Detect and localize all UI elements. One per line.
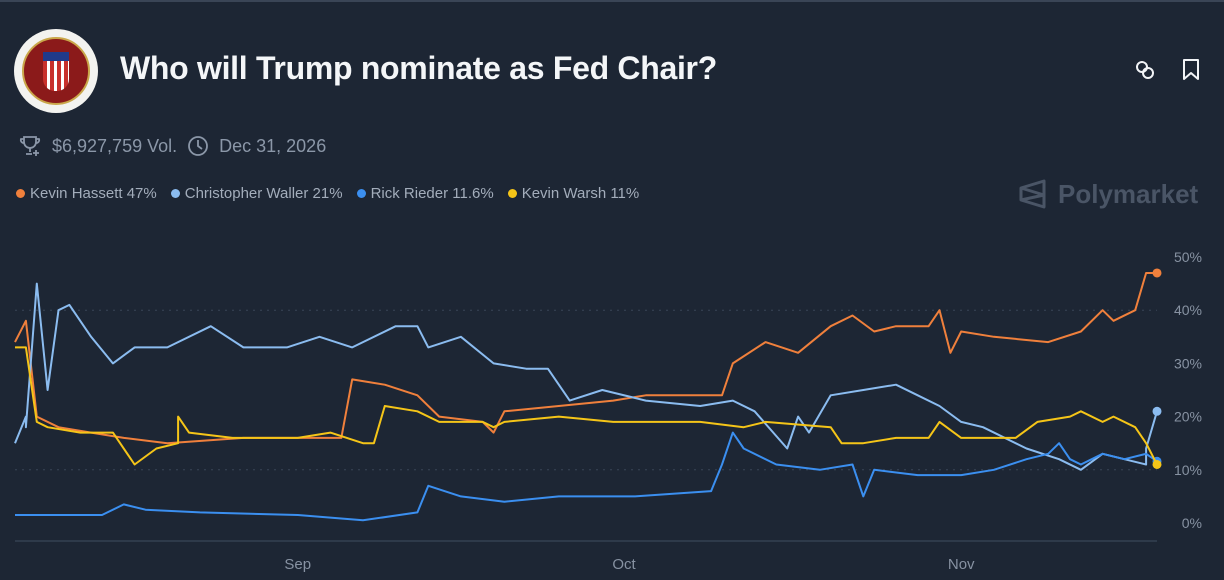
polymarket-watermark: Polymarket: [1018, 178, 1198, 210]
volume: $6,927,759 Vol.: [52, 135, 178, 156]
series-line-christopher-waller: [14, 282, 1158, 471]
series-line-rick-rieder: [15, 431, 1158, 522]
seal-shield: [43, 51, 69, 91]
legend-dot: [170, 189, 180, 198]
x-tick-label: Nov: [948, 556, 975, 573]
link-icon[interactable]: [1133, 58, 1157, 82]
chart-legend: Kevin Hassett 47% Christopher Waller 21%…: [16, 185, 639, 202]
trophy-icon: [18, 134, 42, 158]
series-line-kevin-hassett: [14, 272, 1157, 445]
legend-dot: [16, 189, 25, 198]
legend-item-hassett: Kevin Hassett 47%: [16, 185, 157, 202]
series-line-kevin-warsh: [15, 346, 1158, 466]
bookmark-icon[interactable]: [1180, 58, 1204, 82]
series-end-marker: [1152, 459, 1162, 469]
polymarket-logo-icon: [1019, 179, 1046, 209]
page-title: Who will Trump nominate as Fed Chair?: [120, 50, 717, 86]
y-tick-label: 20%: [1174, 409, 1202, 425]
end-date: Dec 31, 2026: [219, 135, 327, 156]
legend-dot: [356, 189, 366, 198]
y-tick-label: 40%: [1174, 302, 1202, 318]
y-tick-label: 30%: [1174, 355, 1202, 371]
x-tick-label: Oct: [612, 556, 636, 573]
clock-icon: [187, 135, 209, 157]
brand-name: Polymarket: [1058, 178, 1199, 209]
y-tick-label: 50%: [1174, 249, 1202, 265]
legend-label: Kevin Hassett 47%: [30, 185, 157, 202]
fed-seal-logo: [14, 29, 98, 113]
legend-label: Christopher Waller 21%: [184, 185, 343, 202]
x-tick-label: Sep: [284, 556, 311, 573]
seal-inner: [22, 37, 90, 105]
legend-label: Rick Rieder 11.6%: [370, 185, 494, 202]
legend-item-warsh: Kevin Warsh 11%: [507, 185, 640, 202]
top-border: [0, 0, 1224, 2]
y-tick-label: 10%: [1174, 462, 1202, 478]
series-end-marker: [1152, 406, 1162, 416]
legend-item-rieder: Rick Rieder 11.6%: [356, 185, 494, 202]
series-end-marker: [1152, 268, 1162, 278]
y-tick-label: 0%: [1182, 515, 1202, 531]
market-meta: $6,927,759 Vol. Dec 31, 2026: [18, 134, 326, 158]
legend-dot: [507, 189, 517, 198]
legend-label: Kevin Warsh 11%: [521, 185, 640, 202]
legend-item-waller: Christopher Waller 21%: [170, 185, 343, 202]
